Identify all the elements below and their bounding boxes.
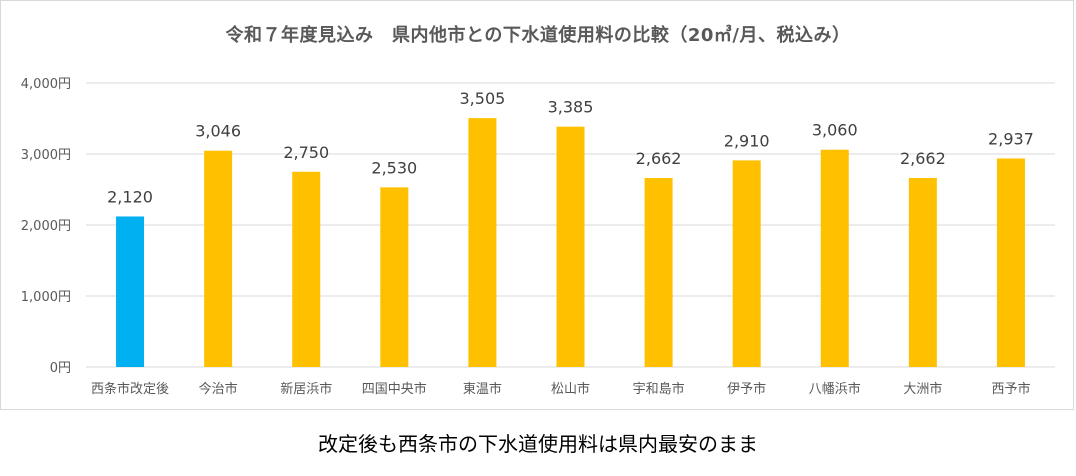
chart-frame: 令和７年度見込み 県内他市との下水道使用料の比較（20㎥/月、税込み） 0円 1,… [0,0,1074,410]
x-tick-label: 今治市 [199,381,238,397]
y-tick-label: 2,000円 [21,219,71,234]
bar [732,160,761,367]
x-tick-label: 八幡浜市 [809,381,861,397]
y-tick-label: 3,000円 [21,148,71,163]
x-tick-label: 松山市 [551,381,590,397]
data-label: 2,530 [371,158,417,177]
x-tick-label: 伊予市 [727,381,766,397]
data-label: 2,910 [724,131,770,150]
x-tick-label: 新居浜市 [280,381,332,397]
data-label: 2,662 [900,149,946,168]
y-tick-label: 4,000円 [21,77,71,92]
bar [292,171,321,367]
bar [468,118,497,368]
data-label: 3,505 [460,89,506,108]
x-tick-label: 大洲市 [903,381,942,397]
x-tick-label: 東温市 [463,381,502,397]
x-tick-label: 四国中央市 [362,381,427,397]
chart-title: 令和７年度見込み 県内他市との下水道使用料の比較（20㎥/月、税込み） [225,25,851,46]
data-label: 2,120 [107,187,153,206]
data-label: 2,750 [283,143,329,162]
data-label: 3,060 [812,121,858,140]
data-label: 3,385 [548,98,594,117]
bar [908,177,937,367]
data-label: 2,662 [636,149,682,168]
chart-caption: 改定後も西条市の下水道使用料は県内最安のまま [318,432,758,456]
data-label: 3,046 [195,122,241,141]
bar [116,216,145,367]
bar [644,177,673,367]
bar [204,150,233,367]
data-label: 2,937 [988,129,1034,148]
x-tick-label: 西予市 [991,381,1030,397]
y-tick-label: 0円 [50,361,71,376]
x-tick-label: 西条市改定後 [91,381,169,397]
y-tick-label: 1,000円 [21,290,71,305]
bar [820,149,849,367]
bar [380,187,409,367]
bar-chart: 0円 1,000円 2,000円 3,000円 4,000円 2,120 西条市改定後 3,0… [21,77,1055,397]
bar [996,158,1025,367]
bar [556,126,585,367]
x-tick-label: 宇和島市 [633,381,685,397]
